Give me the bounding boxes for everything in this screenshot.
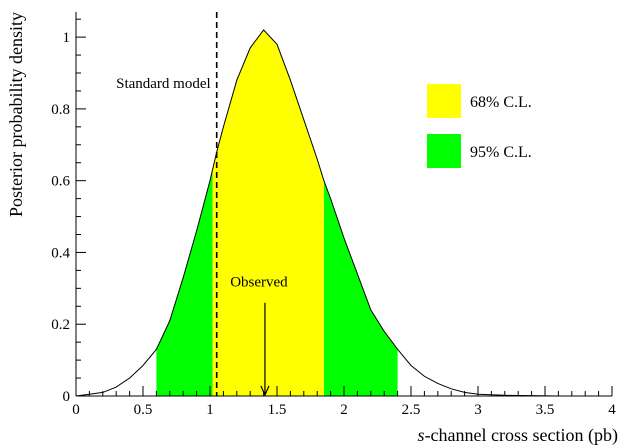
posterior-curve xyxy=(75,29,612,397)
x-axis-title-italic: s xyxy=(418,425,425,445)
y-axis-title: Posterior probability density xyxy=(6,12,26,217)
x-tick-label: 4 xyxy=(608,402,616,418)
y-tick-label: 0 xyxy=(63,389,71,405)
x-axis-title: s-channel cross section (pb) xyxy=(418,425,618,446)
legend-swatch-0 xyxy=(427,84,461,118)
band-0-range-0 xyxy=(156,169,213,396)
standard-model-label: Standard model xyxy=(116,76,211,92)
x-tick-label: 3.5 xyxy=(536,402,555,418)
y-tick-label: 0.2 xyxy=(51,317,70,333)
observed-arrow-head xyxy=(260,385,270,397)
x-axis-title-rest: -channel cross section (pb) xyxy=(425,425,618,446)
x-tick-label: 1 xyxy=(206,402,214,418)
x-tick-label: 1.5 xyxy=(268,402,287,418)
x-tick-label: 0.5 xyxy=(134,402,153,418)
axes: 0 0.5 1 1.5 2 2.5 3 3.5 4 0 0.2 0.4 0.6 0.8 1 xyxy=(51,12,616,418)
y-tick-label: 0.8 xyxy=(51,102,70,118)
y-tick-label: 1 xyxy=(63,30,71,46)
legend-swatch-1 xyxy=(427,134,461,168)
legend-label-0: 68% C.L. xyxy=(470,94,532,111)
legend-label-1: 95% C.L. xyxy=(470,144,532,161)
x-tick-label: 0 xyxy=(72,402,80,418)
x-tick-label: 2.5 xyxy=(402,402,421,418)
observed-label: Observed xyxy=(230,275,288,291)
legend: 68% C.L. 95% C.L. xyxy=(427,84,532,168)
y-tick-label: 0.6 xyxy=(51,174,70,190)
x-tick-label: 2 xyxy=(340,402,348,418)
x-tick-label: 3 xyxy=(474,402,482,418)
y-tick-label: 0.4 xyxy=(51,245,70,261)
band-1-range-0 xyxy=(212,29,324,396)
